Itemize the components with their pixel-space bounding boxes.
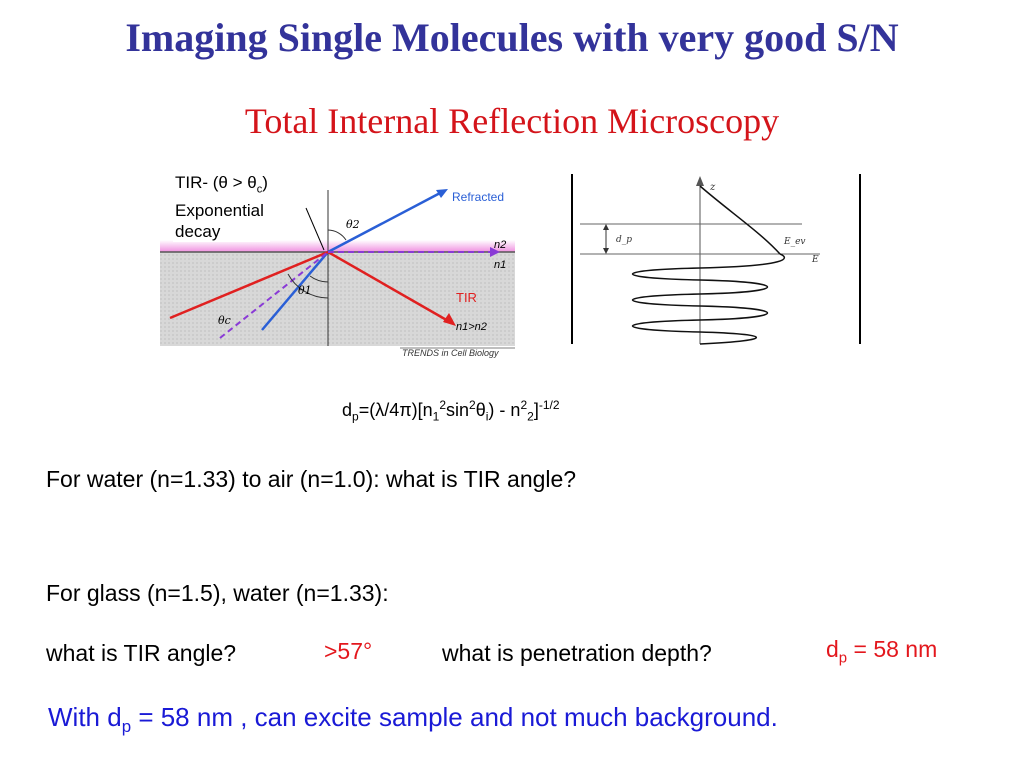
tir-ray-diagram: Refracted θ2 θ1 θc n2 n1 TIR n1>n2 TREND… [160, 182, 515, 358]
answer-value: = 58 nm [847, 636, 938, 662]
formula-minus: ) - n [488, 400, 521, 420]
tir-ray-label: TIR [456, 290, 477, 305]
z-axis-label: z [709, 182, 716, 193]
formula-sub-1: 1 [432, 409, 440, 424]
note-prefix: With d [48, 702, 122, 732]
formula-theta: θ [475, 400, 486, 420]
n1-label: n1 [494, 259, 506, 271]
theta2-label: θ2 [346, 218, 360, 231]
question-water-air: For water (n=1.33) to air (n=1.0): what … [46, 466, 577, 492]
formula-sup-2b: 2 [469, 398, 476, 412]
formula-eq: =(λ/4π)[n [358, 400, 433, 420]
formula-sin: sin [446, 400, 470, 420]
question-penetration-depth: what is penetration depth? [442, 640, 712, 666]
evanescent-decay-diagram: z d_p E_ev E [571, 174, 861, 345]
dense-medium [160, 252, 515, 346]
slide-subtitle: Total Internal Reflection Microscopy [244, 101, 780, 141]
formula-sub-2: 2 [527, 409, 534, 424]
refracted-label: Refracted [452, 190, 504, 204]
incident-ray [261, 251, 329, 331]
figure-credit: TRENDS in Cell Biology [402, 348, 499, 358]
dp-axis-label: d_p [616, 235, 632, 245]
tir-label-line3: decay [175, 222, 221, 242]
note-rest: = 58 nm , can excite sample and not much… [131, 702, 778, 732]
decay-curve [699, 185, 781, 255]
eev-label: E_ev [783, 237, 805, 247]
tir-label-line1: TIR- (θ > θ [175, 173, 257, 192]
slide-title: Imaging Single Molecules with very good … [125, 15, 899, 60]
formula-d: d [342, 400, 353, 420]
n1-gt-n2-label: n1>n2 [456, 321, 487, 333]
formula-sub-i: i [485, 409, 489, 424]
refracted-ray [327, 190, 443, 254]
formula-sub-p: p [352, 409, 359, 424]
formula-sup-2: 2 [439, 398, 447, 412]
conclusion-note: With dp = 58 nm , can excite sample and … [48, 702, 778, 737]
tir-label-close: ) [262, 173, 268, 192]
tir-label-line2: Exponential [175, 201, 264, 221]
tir-annotation: TIR- (θ > θc) Exponential decay [173, 172, 270, 243]
n2-label: n2 [494, 239, 506, 251]
answer-sub-p: p [838, 649, 848, 667]
formula-exponent: -1/2 [538, 398, 560, 412]
question-glass-water: For glass (n=1.5), water (n=1.33): [46, 580, 389, 606]
thetac-label: θc [218, 314, 231, 327]
formula-sup-2c: 2 [520, 398, 528, 412]
answer-tir-angle: >57° [324, 638, 373, 664]
theta1-label: θ1 [298, 284, 312, 297]
answer-d: d [826, 636, 839, 662]
penetration-depth-formula: dp=(λ/4π)[n12sin2θi) - n22]-1/2 [342, 398, 560, 424]
answer-penetration-depth: dp = 58 nm [826, 636, 937, 667]
tir-ray [327, 250, 451, 324]
question-tir-angle: what is TIR angle? [46, 640, 237, 666]
e-label: E [811, 255, 819, 265]
formula-close: ] [533, 400, 539, 420]
oscillation-curve [631, 253, 786, 345]
note-sub-p: p [121, 717, 132, 737]
tir-label-sub: c [256, 183, 263, 196]
critical-ray [219, 251, 329, 339]
